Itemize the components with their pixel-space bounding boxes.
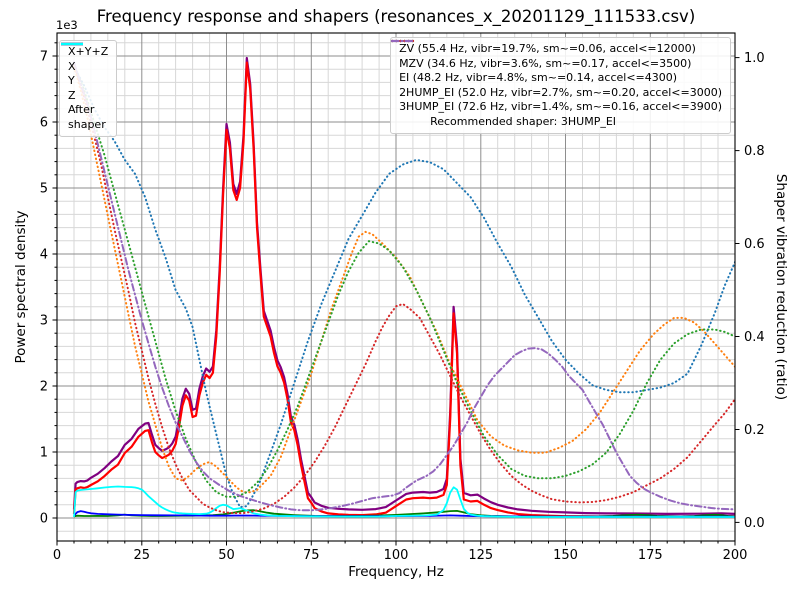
series-ZV [73, 65, 735, 509]
x-tick-label: 200 [723, 548, 748, 563]
y-left-tick-label: 6 [40, 116, 48, 131]
series-EI [73, 63, 735, 498]
legend-line-sample [391, 39, 416, 43]
x-tick-label: 150 [553, 548, 578, 563]
chart-title: Frequency response and shapers (resonanc… [96, 7, 696, 26]
legend-item-After-shaper: After shaper [61, 42, 108, 132]
legend-label: EI (48.2 Hz, vibr=4.8%, sm~=0.14, accel<… [399, 71, 678, 85]
legend-line-sample [61, 42, 83, 46]
y-axis-label-right: Shaper vibration reduction (ratio) [773, 173, 789, 401]
x-tick-label: 100 [384, 548, 409, 563]
y-right-tick-label: 0.6 [744, 237, 765, 252]
y-axis-label-left: Power spectral density [13, 210, 29, 364]
legend-item-X+Y+Z: X+Y+Z [61, 42, 109, 60]
legend-item-Z: Z [61, 42, 108, 104]
legend-item-Y: Y [61, 42, 108, 89]
x-tick-label: 50 [218, 548, 235, 563]
x-tick-label: 125 [468, 548, 493, 563]
y-right-tick-label: 0.8 [744, 144, 765, 159]
x-tick-label: 175 [638, 548, 663, 563]
series-3HUMP_EI [73, 61, 735, 512]
y-left-tick-label: 7 [40, 50, 48, 65]
y-left-tick-label: 4 [40, 248, 48, 263]
legend-label: 3HUMP_EI (72.6 Hz, vibr=1.4%, sm~=0.16, … [399, 100, 722, 114]
x-tick-label: 25 [134, 548, 151, 563]
y-left-tick-label: 3 [40, 314, 48, 329]
tick-labels: 0 25 50 75 100 125 150 175 200 0 1 2 3 4 5 6 7 0.0 0.2 0.4 0… [40, 50, 765, 564]
series-After-shaper [73, 485, 735, 518]
legend-item-EI: EI (48.2 Hz, vibr=4.8%, sm~=0.14, accel<… [391, 39, 722, 86]
legend-label: X+Y+Z [68, 45, 109, 58]
legend-label: After shaper [68, 103, 106, 131]
y-right-tick-label: 0.2 [744, 423, 765, 438]
legend-label: MZV (34.6 Hz, vibr=3.6%, sm~=0.17, accel… [399, 56, 692, 70]
y-right-tick-label: 1.0 [744, 51, 765, 66]
legend-item-3HUMP_EI: 3HUMP_EI (72.6 Hz, vibr=1.4%, sm~=0.16, … [391, 39, 722, 115]
legend-label: ZV (55.4 Hz, vibr=19.7%, sm~=0.06, accel… [399, 42, 696, 55]
x-tick-label: 75 [303, 548, 320, 563]
y-right-tick-label: 0.4 [744, 330, 765, 345]
y-left-tick-label: 0 [40, 512, 48, 527]
legend-item-X: X [61, 42, 108, 75]
y-right-tick-label: 0.0 [744, 516, 765, 531]
legend-item-2HUMP_EI: 2HUMP_EI (52.0 Hz, vibr=2.7%, sm~=0.20, … [391, 39, 722, 101]
legend-label: Y [68, 74, 75, 88]
axis-ticks [52, 42, 740, 546]
series-X+Y+Z [72, 56, 735, 515]
legend-psd: X+Y+Z X Y Z After shaper [59, 40, 118, 138]
y-axis-multiplier: 1e3 [56, 18, 78, 32]
y-left-tick-label: 5 [40, 182, 48, 197]
gridlines-minor [57, 33, 735, 541]
recommended-shaper-text: Recommended shaper: 3HUMP_EI [430, 114, 617, 128]
legend-label: Z [68, 88, 76, 102]
x-tick-label: 0 [53, 548, 61, 563]
legend-recommended-shaper: Recommended shaper: 3HUMP_EI [399, 115, 722, 130]
legend-item-ZV: ZV (55.4 Hz, vibr=19.7%, sm~=0.06, accel… [391, 39, 722, 57]
series-2HUMP_EI [73, 63, 735, 515]
y-left-tick-label: 1 [40, 446, 48, 461]
series-X [72, 61, 735, 518]
legend-item-MZV: MZV (34.6 Hz, vibr=3.6%, sm~=0.17, accel… [391, 39, 722, 72]
legend-label: X [68, 59, 76, 73]
legend-shapers: ZV (55.4 Hz, vibr=19.7%, sm~=0.06, accel… [390, 37, 731, 135]
series-curves [72, 56, 735, 518]
y-left-tick-label: 2 [40, 380, 48, 395]
x-axis-label: Frequency, Hz [348, 564, 444, 580]
legend-label: 2HUMP_EI (52.0 Hz, vibr=2.7%, sm~=0.20, … [399, 85, 722, 99]
